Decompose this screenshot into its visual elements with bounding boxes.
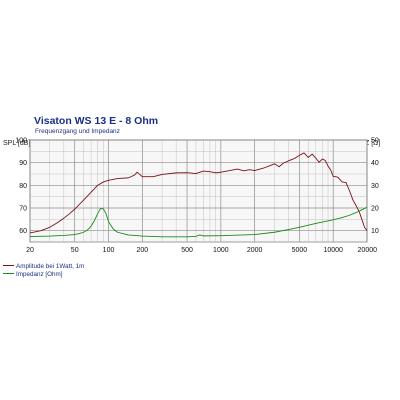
x-tick-label: 20000 xyxy=(358,247,378,254)
y-left-tick-label: 90 xyxy=(19,160,27,167)
x-tick-label: 200 xyxy=(136,247,148,254)
y-right-tick-label: 20 xyxy=(371,206,379,213)
y-right-tick-labels: 50 40 30 20 10 xyxy=(371,138,379,236)
x-tick-label: 5000 xyxy=(292,247,308,254)
y-left-axis-title: SPL [dB] xyxy=(3,140,30,147)
series-line-impedance xyxy=(29,206,368,238)
y-left-tick-label: 80 xyxy=(19,183,27,190)
plot-area xyxy=(29,139,368,243)
x-tick-label: 2000 xyxy=(247,247,263,254)
x-tick-label: 10000 xyxy=(323,247,343,254)
y-left-tick-labels: 100 90 80 70 60 xyxy=(15,138,27,236)
y-left-tick-label: 60 xyxy=(19,228,27,235)
y-right-tick-label: 40 xyxy=(371,160,379,167)
chart-subtitle: Frequenzgang und Impedanz xyxy=(35,128,120,135)
series-layer xyxy=(29,152,368,238)
legend: Amplitude bei 1Watt, 1m Impedanz [Ohm] xyxy=(3,263,84,278)
x-tick-label: 1000 xyxy=(213,247,229,254)
y-left-tick-label: 100 xyxy=(15,138,27,145)
y-right-tick-label: 30 xyxy=(371,183,379,190)
x-tick-label: 50 xyxy=(71,247,79,254)
legend-label-impedance: Impedanz [Ohm] xyxy=(16,271,63,278)
x-tick-label: 20 xyxy=(26,247,34,254)
y-right-axis-title: Z [Ω] xyxy=(365,140,380,147)
x-tick-label: 500 xyxy=(181,247,193,254)
chart-title: Visaton WS 13 E - 8 Ohm xyxy=(34,115,158,127)
y-left-tick-label: 70 xyxy=(19,206,27,213)
x-tick-labels: 20 50 100 200 500 1000 2000 5000 10000 20000 xyxy=(26,247,377,254)
y-right-tick-label: 50 xyxy=(371,138,379,145)
series-line-amplitude xyxy=(29,152,368,234)
legend-label-amplitude: Amplitude bei 1Watt, 1m xyxy=(16,263,84,270)
x-tick-label: 100 xyxy=(103,247,115,254)
y-right-tick-label: 10 xyxy=(371,228,379,235)
